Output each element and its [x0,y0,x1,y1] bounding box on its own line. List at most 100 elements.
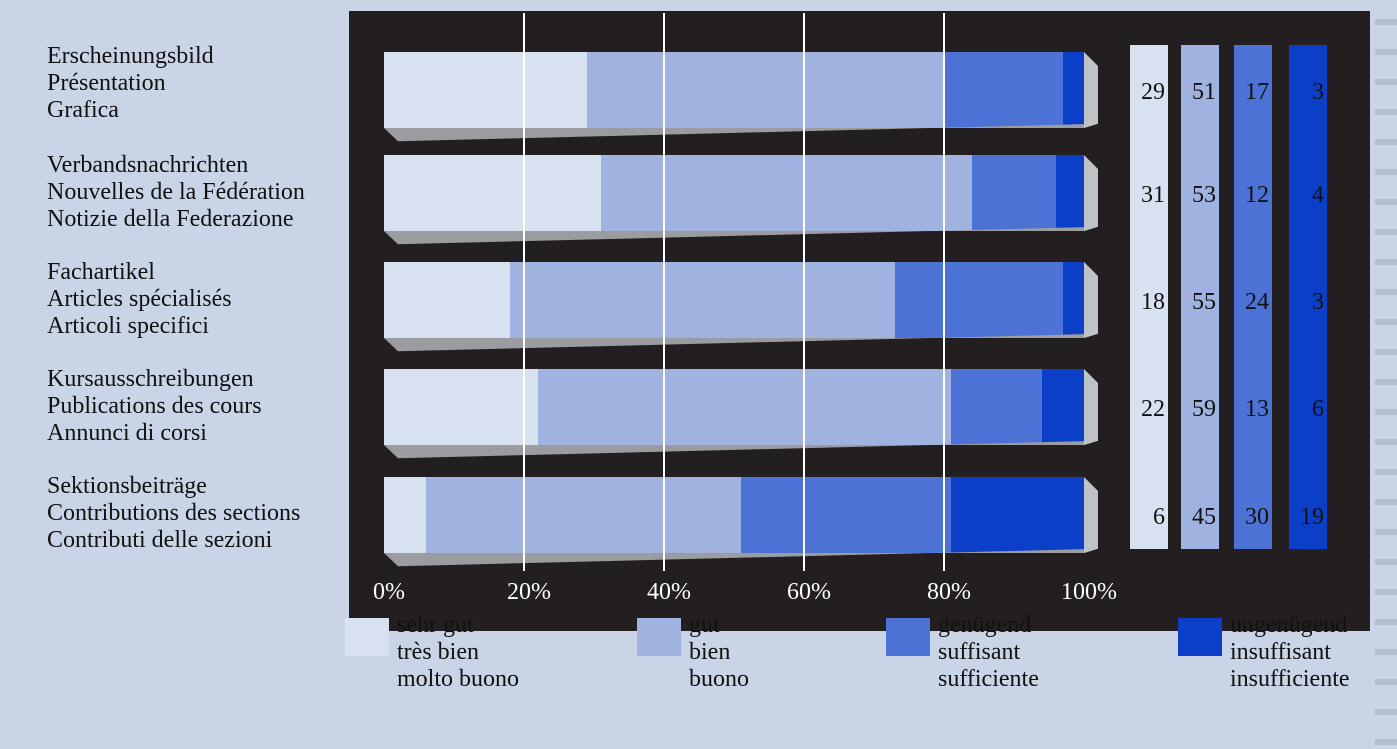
legend-swatch-gut [637,618,681,656]
legend-label-ungenuegend-fr: insuffisant [1230,639,1331,665]
xtick-label-1: 0% [373,579,405,605]
category-label-5-de: Sektionsbeiträge [47,473,207,499]
value-label-2-2: 53 [1192,182,1216,208]
legend-label-sehr-gut: sehr gut très bien molto buono [397,612,519,693]
value-label-2-4: 59 [1192,396,1216,422]
value-label-1-3: 18 [1141,289,1165,315]
legend-swatch-ungenuegend [1178,618,1222,656]
value-label-3-2: 12 [1245,182,1269,208]
bar-3-end-face [1084,262,1098,338]
category-label-5-fr: Contributions des sections [47,500,301,526]
value-label-1-5: 6 [1153,504,1165,530]
bar-1-series-4 [1063,52,1084,128]
value-label-1-1: 29 [1141,79,1165,105]
category-label-3-it: Articoli specifici [47,313,209,339]
bar-2-bottom-face [384,226,1098,245]
legend-label-sehr-gut-de: sehr gut [397,612,474,638]
category-label-5-it: Contributi delle sezioni [47,527,273,553]
bar-1-bottom-face [384,123,1098,142]
bar-1-series-3 [944,52,1063,128]
value-label-3-3: 24 [1245,289,1269,315]
bar-2-series-4 [1056,155,1084,231]
category-label-4-it: Annunci di corsi [47,420,207,446]
value-column-1 [1130,45,1168,549]
value-label-1-2: 31 [1141,182,1165,208]
category-label-5: Sektionsbeiträge Contributions des secti… [47,473,347,554]
category-label-2-de: Verbandsnachrichten [47,152,249,178]
bar-4-series-3 [951,369,1042,445]
value-label-4-1: 3 [1312,79,1324,105]
bar-2-series-3 [972,155,1056,231]
category-label-3: Fachartikel Articles spécialisés Articol… [47,259,347,340]
bar-1-series-2 [587,52,944,128]
value-label-4-5: 19 [1300,504,1324,530]
category-label-1: Erscheinungsbild Présentation Grafica [47,43,347,124]
value-label-4-2: 4 [1312,182,1324,208]
legend-label-genuegend: genügend suffisant sufficiente [938,612,1039,693]
legend-label-ungenuegend: ungenügend insuffisant insufficiente [1230,612,1350,693]
xtick-label-5: 80% [927,579,971,605]
value-column-3 [1234,45,1272,549]
bar-4-end-face [1084,369,1098,445]
category-label-2: Verbandsnachrichten Nouvelles de la Fédé… [47,152,347,233]
value-column-2 [1181,45,1219,549]
bar-3-series-4 [1063,262,1084,338]
legend-label-ungenuegend-it: insufficiente [1230,666,1350,692]
bar-3-series-1 [384,262,510,338]
value-label-2-1: 51 [1192,79,1216,105]
stacked-bar-chart: 0% 20% 40% 60% 80% 100% 29 31 18 22 6 51 53 55 59 45 17 1… [373,13,1327,605]
bar-3-series-2 [510,262,895,338]
category-label-3-de: Fachartikel [47,259,155,285]
bar-4-series-2 [538,369,951,445]
legend-label-gut-fr: bien [689,639,731,665]
xtick-label-4: 60% [787,579,831,605]
category-label-4-de: Kursausschreibungen [47,366,254,392]
category-label-4-fr: Publications des cours [47,393,262,419]
bar-5-end-face [1084,477,1098,553]
bar-2-end-face [1084,155,1098,231]
xtick-label-3: 40% [647,579,691,605]
category-label-2-fr: Nouvelles de la Fédération [47,179,305,205]
value-label-4-3: 3 [1312,289,1324,315]
legend-label-ungenuegend-de: ungenügend [1230,612,1348,638]
bar-4-bottom-face [384,440,1098,459]
legend-label-sehr-gut-fr: très bien [397,639,479,665]
value-column-4 [1289,45,1327,549]
bar-3-series-3 [895,262,1063,338]
xtick-label-2: 20% [507,579,551,605]
legend-label-genuegend-it: sufficiente [938,666,1039,692]
bar-5-series-3 [741,477,951,553]
legend-swatch-sehr-gut [345,618,389,656]
category-label-2-it: Notizie della Federazione [47,206,294,232]
bar-1-end-face [1084,52,1098,128]
bar-4-series-4 [1042,369,1084,445]
category-label-3-fr: Articles spécialisés [47,286,232,312]
legend-label-genuegend-de: genügend [938,612,1032,638]
legend-label-gut-de: gut [689,612,720,638]
value-label-1-4: 22 [1141,396,1165,422]
value-label-2-5: 45 [1192,504,1216,530]
bar-5-series-1 [384,477,426,553]
legend-label-gut: gut bien buono [689,612,749,693]
value-label-2-3: 55 [1192,289,1216,315]
bar-5-series-2 [426,477,741,553]
bar-5-series-4 [951,477,1084,553]
bar-3-bottom-face [384,333,1098,352]
bar-4-series-1 [384,369,538,445]
category-label-4: Kursausschreibungen Publications des cou… [47,366,347,447]
bar-1-series-1 [384,52,587,128]
chart-panel: 0% 20% 40% 60% 80% 100% 29 31 18 22 6 51 53 55 59 45 17 1… [349,11,1370,631]
legend-label-genuegend-fr: suffisant [938,639,1021,665]
xtick-label-6: 100% [1061,579,1117,605]
legend-label-gut-it: buono [689,666,749,692]
category-label-1-it: Grafica [47,97,119,123]
bar-2-series-1 [384,155,601,231]
value-label-3-1: 17 [1245,79,1269,105]
category-label-1-de: Erscheinungsbild [47,43,214,69]
legend-swatch-genuegend [886,618,930,656]
value-label-3-4: 13 [1245,396,1269,422]
value-label-4-4: 6 [1312,396,1324,422]
category-label-1-fr: Présentation [47,70,166,96]
value-label-3-5: 30 [1245,504,1269,530]
